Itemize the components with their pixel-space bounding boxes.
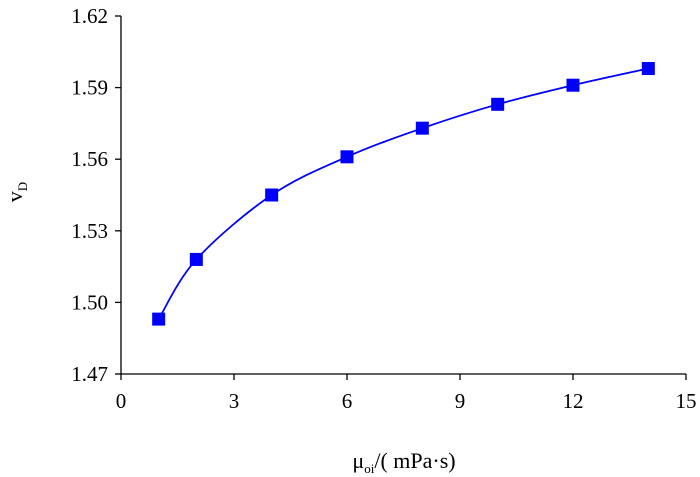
data-point-marker [340,150,354,164]
y-tick-label: 1.53 [71,219,108,243]
x-tick-label: 3 [229,389,240,413]
x-tick-label: 6 [342,389,353,413]
data-point-marker [415,121,429,135]
x-tick-label: 12 [563,389,584,413]
data-point-marker [152,312,166,326]
plot-area: 0 3 6 9 12 15 1.47 1.50 1.53 1.56 1.59 1.62 [71,4,696,413]
data-point-marker [189,252,203,266]
y-tick-label: 1.50 [71,290,108,314]
data-point-marker [566,78,580,92]
y-tick-label: 1.59 [71,76,108,100]
x-axis-title: μoi/( mPa·s) [352,448,455,476]
x-tick-label: 0 [116,389,127,413]
x-ticks: 0 3 6 9 12 15 [116,374,697,413]
y-ticks: 1.47 1.50 1.53 1.56 1.59 1.62 [71,4,121,386]
x-tick-label: 15 [676,389,697,413]
series-line [157,67,649,320]
data-point-marker [265,188,279,202]
y-tick-label: 1.62 [71,4,108,28]
data-point-marker [491,97,505,111]
y-axis-title: vD [2,182,30,202]
y-tick-label: 1.47 [71,362,108,386]
y-tick-label: 1.56 [71,147,108,171]
data-point-marker [641,62,655,76]
x-tick-label: 9 [455,389,466,413]
data-markers [152,62,655,326]
